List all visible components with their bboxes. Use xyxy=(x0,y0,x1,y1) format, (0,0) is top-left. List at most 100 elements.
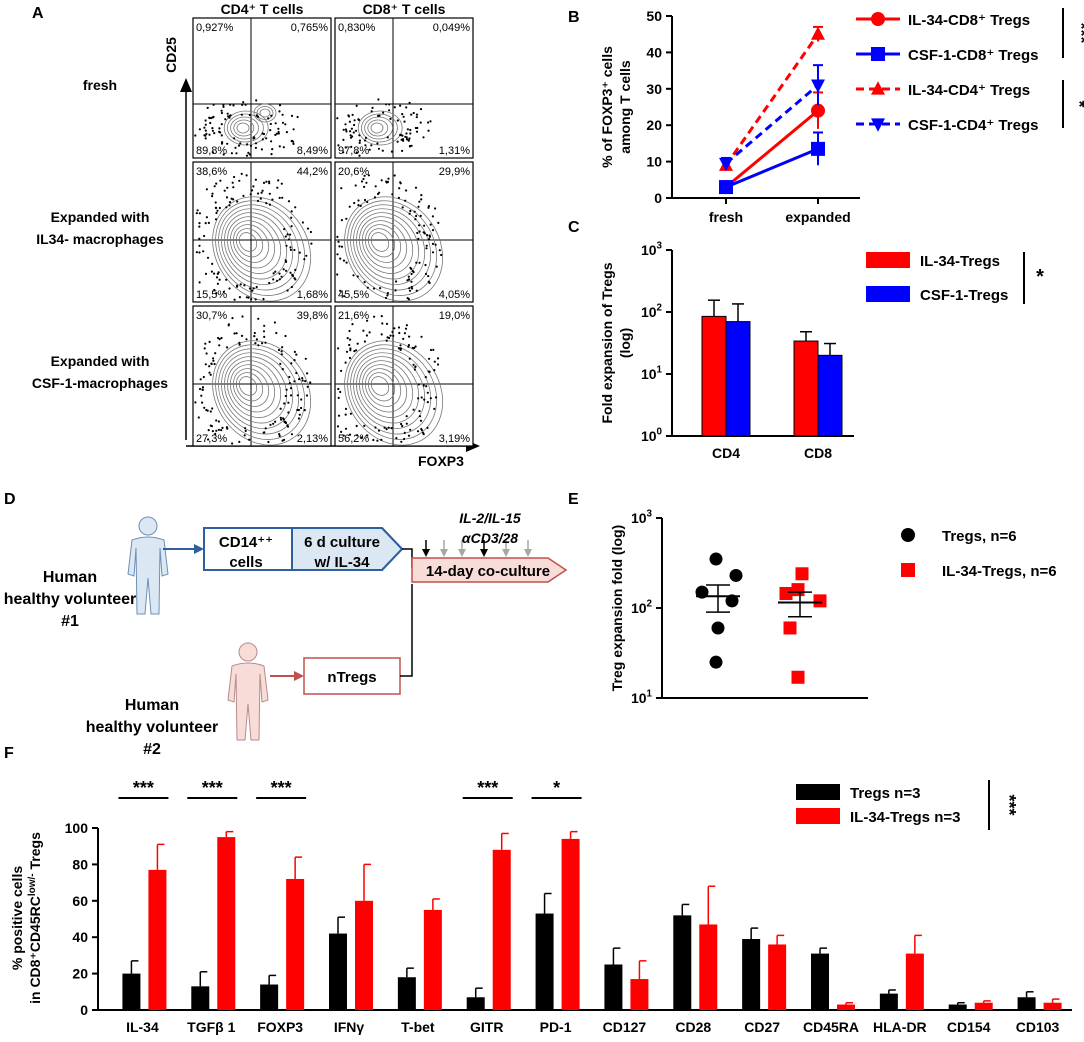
event-dot xyxy=(212,359,215,362)
event-dot xyxy=(225,196,229,199)
event-dot xyxy=(209,121,212,125)
event-dot xyxy=(220,142,224,145)
event-dot xyxy=(391,193,394,196)
cd14-box-label: cells xyxy=(229,554,262,571)
event-dot xyxy=(203,126,206,129)
culture-box-label: 6 d culture xyxy=(304,534,380,551)
event-dot xyxy=(301,221,304,224)
event-dot xyxy=(246,143,249,146)
event-dot xyxy=(378,114,381,117)
stim-arrow-head xyxy=(502,549,510,557)
f-bar xyxy=(148,869,167,1010)
event-dot xyxy=(420,429,423,432)
event-dot xyxy=(239,283,242,286)
event-dot xyxy=(221,426,224,429)
event-dot xyxy=(348,343,351,347)
event-dot xyxy=(382,111,385,114)
event-dot xyxy=(434,207,437,210)
contour-line xyxy=(362,364,408,413)
event-dot xyxy=(274,133,277,136)
e-legend-marker xyxy=(901,563,915,577)
event-dot xyxy=(427,121,430,124)
event-dot xyxy=(285,244,288,247)
event-dot xyxy=(386,136,389,139)
event-dot xyxy=(280,418,283,421)
e-data-point xyxy=(795,567,809,581)
volunteer1-label: #1 xyxy=(61,613,79,630)
event-dot xyxy=(365,181,368,184)
event-dot xyxy=(238,296,241,299)
event-dot xyxy=(415,261,418,264)
event-dot xyxy=(393,327,396,330)
event-dot xyxy=(403,120,406,123)
volunteer2-icon xyxy=(227,642,269,741)
event-dot xyxy=(380,333,383,336)
event-dot xyxy=(426,234,429,237)
event-dot xyxy=(288,375,291,379)
event-dot xyxy=(231,442,234,445)
event-dot xyxy=(285,388,288,391)
cd14-box-label: CD14⁺⁺ xyxy=(219,534,273,551)
b-y-tick-label: 30 xyxy=(646,81,662,97)
event-dot xyxy=(356,434,359,437)
event-dot xyxy=(408,289,412,292)
f-bar xyxy=(397,977,416,1010)
event-dot xyxy=(401,206,404,209)
event-dot xyxy=(385,322,389,325)
human-head xyxy=(138,516,158,536)
event-dot xyxy=(214,218,218,221)
event-dot xyxy=(267,440,270,444)
contour-line xyxy=(235,372,264,402)
event-dot xyxy=(399,182,402,185)
e-legend-label: IL-34-Tregs, n=6 xyxy=(942,563,1057,580)
contour-line xyxy=(215,344,306,440)
event-dot xyxy=(340,187,343,190)
event-dot xyxy=(409,209,412,213)
quadrant-ul: 30,7% xyxy=(196,310,227,322)
event-dot xyxy=(412,271,415,274)
event-dot xyxy=(417,205,420,208)
event-dot xyxy=(293,248,296,252)
event-dot xyxy=(224,118,227,121)
b-x-tick-label: expanded xyxy=(785,209,850,225)
event-dot xyxy=(425,385,428,388)
event-dot xyxy=(409,132,412,135)
b-series-line xyxy=(724,33,820,167)
contour-line xyxy=(359,216,414,274)
event-dot xyxy=(349,347,352,350)
event-dot xyxy=(211,407,214,410)
f-x-tick-label: T-bet xyxy=(401,1019,435,1035)
event-dot xyxy=(274,420,277,423)
event-dot xyxy=(238,343,241,346)
cd25-label: CD25 xyxy=(163,37,179,73)
event-dot xyxy=(198,128,201,131)
event-dot xyxy=(260,148,263,151)
c-x-tick-label: CD8 xyxy=(804,445,832,461)
event-dot xyxy=(275,331,278,335)
f-x-tick-label: TGFβ 1 xyxy=(187,1019,235,1035)
event-dot xyxy=(282,268,285,271)
event-dot xyxy=(296,394,299,397)
panel-a-letter: A xyxy=(32,5,44,22)
event-dot xyxy=(277,127,280,130)
event-dot xyxy=(262,132,266,136)
b-sig-label: * xyxy=(1069,100,1084,107)
event-dot xyxy=(395,280,398,283)
e-data-point xyxy=(711,621,725,635)
row-label: CSF-1-macrophages xyxy=(32,375,168,391)
event-dot xyxy=(206,256,210,259)
event-dot xyxy=(349,349,352,352)
event-dot xyxy=(397,196,400,199)
row-label: Expanded with xyxy=(51,209,150,225)
event-dot xyxy=(408,212,411,215)
event-dot xyxy=(270,114,273,117)
event-dot xyxy=(401,424,404,428)
event-dot xyxy=(433,407,436,410)
flow-plot xyxy=(334,161,474,303)
event-dot xyxy=(254,342,257,345)
event-dot xyxy=(241,103,244,106)
event-dot xyxy=(380,438,383,441)
event-dot xyxy=(355,151,358,154)
event-dot xyxy=(418,410,421,413)
event-dot xyxy=(405,106,408,109)
